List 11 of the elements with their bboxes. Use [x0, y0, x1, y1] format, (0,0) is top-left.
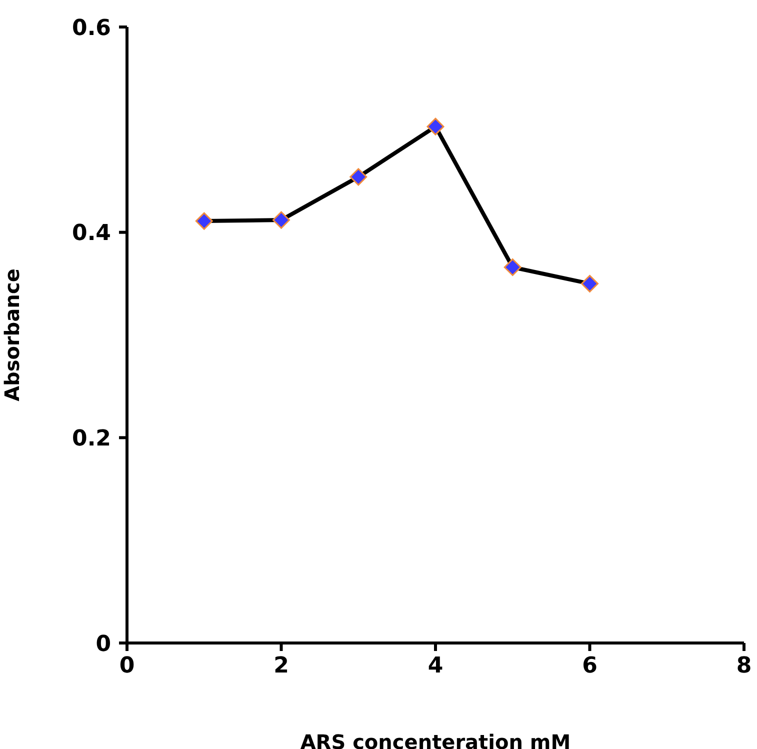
y-tick-label: 0.6: [72, 16, 111, 41]
x-tick-label: 6: [582, 654, 598, 679]
x-axis-title: ARS concenteration mM: [300, 730, 571, 749]
y-tick-label: 0: [96, 632, 111, 657]
y-axis-title: Absorbance: [0, 268, 24, 402]
x-tick-label: 0: [119, 654, 135, 679]
x-tick-label: 8: [736, 654, 752, 679]
x-tick-label: 2: [274, 654, 289, 679]
x-tick-label: 4: [428, 654, 444, 679]
y-tick-label: 0.4: [72, 221, 111, 246]
y-tick-label: 0.2: [72, 426, 111, 452]
